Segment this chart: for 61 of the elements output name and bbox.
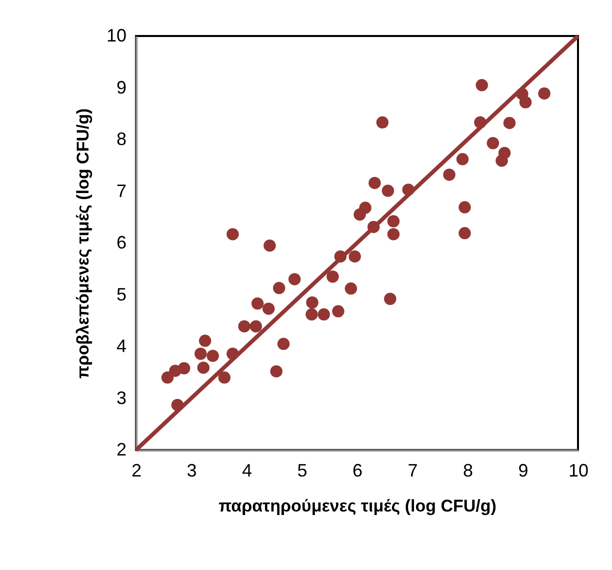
point bbox=[376, 116, 389, 129]
point bbox=[238, 320, 250, 332]
y-tick-label: 5 bbox=[116, 284, 126, 304]
point bbox=[503, 116, 516, 130]
point bbox=[458, 227, 471, 240]
point bbox=[272, 282, 286, 294]
x-tick-label: 7 bbox=[408, 460, 418, 480]
point bbox=[318, 308, 330, 321]
x-tick-label: 2 bbox=[131, 460, 142, 480]
point bbox=[226, 228, 239, 240]
point bbox=[178, 362, 190, 374]
x-tick-label: 5 bbox=[297, 460, 308, 480]
x-tick-label: 3 bbox=[186, 460, 197, 480]
point bbox=[251, 297, 264, 310]
point bbox=[206, 350, 219, 362]
point bbox=[538, 87, 550, 100]
point bbox=[486, 137, 500, 150]
x-tick-label: 8 bbox=[462, 460, 474, 480]
x-axis-title: παρατηρούμενες τιμές (log CFU/g) bbox=[218, 496, 496, 516]
point bbox=[458, 201, 471, 214]
point bbox=[519, 96, 532, 108]
x-tick-label: 4 bbox=[242, 460, 252, 480]
point bbox=[277, 338, 290, 350]
point bbox=[306, 308, 318, 321]
point bbox=[198, 334, 212, 347]
point bbox=[218, 371, 231, 384]
point bbox=[456, 153, 469, 166]
y-tick-label: 9 bbox=[116, 77, 126, 98]
point bbox=[348, 250, 361, 263]
point bbox=[498, 146, 511, 160]
point bbox=[194, 348, 207, 360]
point bbox=[368, 176, 381, 190]
x-tick-label: 6 bbox=[352, 460, 363, 480]
point bbox=[476, 79, 488, 92]
y-tick-label: 3 bbox=[116, 388, 126, 408]
y-tick-label: 4 bbox=[116, 336, 126, 356]
point bbox=[387, 215, 400, 228]
point bbox=[387, 228, 400, 240]
point bbox=[264, 239, 276, 252]
point bbox=[250, 320, 262, 332]
point bbox=[326, 270, 339, 283]
point bbox=[384, 292, 396, 305]
point bbox=[306, 296, 318, 309]
point bbox=[197, 362, 210, 374]
y-tick-label: 2 bbox=[116, 440, 126, 460]
point bbox=[359, 202, 372, 214]
y-axis-title: προβλεπόμενες τιμές (log CFU/g) bbox=[73, 108, 92, 379]
y-tick-label: 8 bbox=[116, 129, 126, 149]
point bbox=[382, 184, 394, 197]
point bbox=[270, 365, 282, 378]
point bbox=[344, 282, 358, 295]
y-tick-label: 10 bbox=[106, 26, 126, 46]
point bbox=[443, 168, 456, 181]
point bbox=[262, 302, 275, 315]
point bbox=[161, 371, 174, 384]
x-tick-label: 9 bbox=[518, 460, 528, 480]
y-tick-label: 7 bbox=[116, 180, 126, 201]
y-tick-label: 6 bbox=[116, 232, 126, 252]
point bbox=[332, 305, 344, 318]
x-tick-label: 10 bbox=[568, 460, 589, 480]
point bbox=[288, 273, 301, 286]
